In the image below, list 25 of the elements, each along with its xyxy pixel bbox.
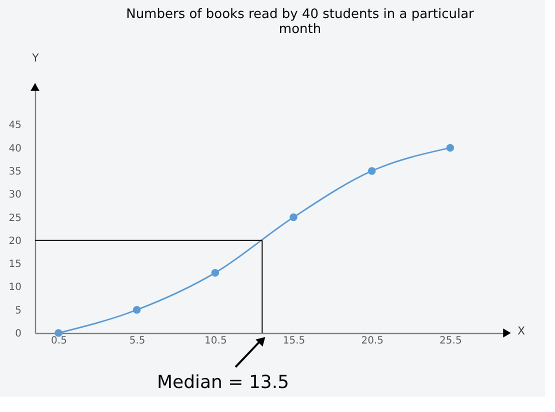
y-tick-label: 20 <box>8 236 22 247</box>
x-tick-label: 15.5 <box>282 336 306 346</box>
point <box>368 167 376 175</box>
y-tick-label: 45 <box>8 120 22 132</box>
y-tick-label: 40 <box>8 143 22 154</box>
y-tick-label: 35 <box>8 166 22 178</box>
chart-title: Numbers of books read by 40 students in a particular month <box>126 7 475 37</box>
x-tick-label: 20.5 <box>361 336 384 346</box>
y-tick-label: 0 <box>15 328 22 340</box>
y-tick-label: 10 <box>8 282 22 294</box>
point <box>446 144 454 152</box>
point <box>211 268 220 277</box>
y-axis-title: Y <box>31 52 40 64</box>
x-tick-label: 0.5 <box>51 336 67 346</box>
y-tick-label: 15 <box>8 259 22 270</box>
y-tick-label: 5 <box>15 305 22 316</box>
y-tick-label: 30 <box>8 190 22 201</box>
x-axis-title: X <box>518 324 526 338</box>
annotation: Median = 13.5 <box>156 372 290 393</box>
y-tick-label: 25 <box>8 212 22 224</box>
point <box>290 213 298 222</box>
x-tick-label: 5.5 <box>129 336 146 346</box>
point <box>132 306 141 314</box>
x-tick-label: 10.5 <box>204 336 227 346</box>
x-tick-label: 25.5 <box>440 336 462 346</box>
